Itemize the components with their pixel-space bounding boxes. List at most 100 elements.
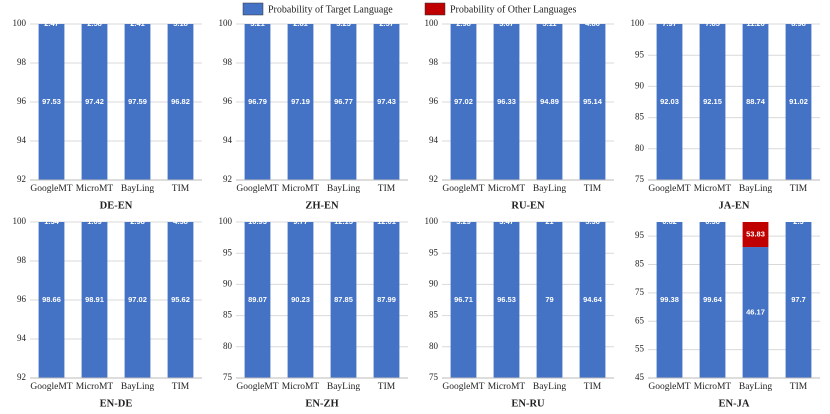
bar-segment <box>699 222 726 378</box>
legend-label: Probability of Target Language <box>268 4 393 15</box>
value-label: 90.23 <box>291 295 310 304</box>
chart-title: RU-EN <box>511 200 545 211</box>
value-label: 96.33 <box>497 97 516 106</box>
x-tick-label: GoogleMT <box>442 382 484 392</box>
y-tick-label: 98 <box>17 57 27 67</box>
bar-segment <box>373 24 400 180</box>
legend-label: Probability of Other Languages <box>450 4 576 15</box>
y-tick-label: 80 <box>223 341 233 351</box>
x-tick-label: BayLing <box>121 382 154 392</box>
value-label: 3.29 <box>456 217 471 226</box>
value-label: 2.47 <box>44 19 59 28</box>
value-label: 3.18 <box>173 19 188 28</box>
value-label: 96.79 <box>248 97 267 106</box>
x-tick-label: TIM <box>172 382 190 392</box>
y-tick-label: 95 <box>223 247 233 257</box>
value-label: 5.11 <box>542 19 556 28</box>
value-label: 97.19 <box>291 97 310 106</box>
x-tick-label: MicroMT <box>488 382 526 392</box>
value-label: 99.64 <box>703 295 723 304</box>
value-label: 2.98 <box>456 19 471 28</box>
chart-title: EN-ZH <box>305 398 338 409</box>
value-label: 2.58 <box>87 19 102 28</box>
y-tick-label: 94 <box>17 135 27 145</box>
bar-segment <box>493 24 520 180</box>
value-label: 97.43 <box>377 97 396 106</box>
bar-segment <box>330 24 357 180</box>
value-label: 97.02 <box>128 295 147 304</box>
y-tick-label: 45 <box>635 372 645 382</box>
bar-segment <box>785 24 812 180</box>
x-tick-label: MicroMT <box>282 184 320 194</box>
x-tick-label: GoogleMT <box>648 382 690 392</box>
bar-segment <box>656 24 683 180</box>
value-label: 10.93 <box>248 217 267 226</box>
legend-swatch <box>242 2 264 16</box>
x-tick-label: GoogleMT <box>30 382 72 392</box>
bar-segment <box>124 24 151 180</box>
y-tick-label: 90 <box>429 278 439 288</box>
x-tick-label: TIM <box>378 184 396 194</box>
y-tick-label: 96 <box>429 96 439 106</box>
value-label: 97.59 <box>128 97 147 106</box>
value-label: 91.02 <box>789 97 808 106</box>
bar-segment <box>244 24 271 180</box>
bar-segment <box>742 222 769 248</box>
value-label: 7.85 <box>705 19 720 28</box>
y-tick-label: 92 <box>429 174 438 184</box>
value-label: 97.02 <box>454 97 473 106</box>
bar-segment <box>38 222 65 378</box>
y-tick-label: 100 <box>219 216 233 226</box>
value-label: 2.3 <box>793 217 803 226</box>
value-label: 2.57 <box>379 19 394 28</box>
y-tick-label: 96 <box>223 96 233 106</box>
chart-title: EN-DE <box>100 398 133 409</box>
value-label: 92.03 <box>660 97 679 106</box>
value-label: 11.26 <box>746 19 764 28</box>
value-label: 5.36 <box>585 217 600 226</box>
value-label: 7.97 <box>662 19 677 28</box>
value-label: 3.47 <box>499 217 514 226</box>
value-label: 97.7 <box>791 295 806 304</box>
value-label: 98.66 <box>42 295 61 304</box>
x-tick-label: BayLing <box>327 382 360 392</box>
value-label: 4.86 <box>585 19 600 28</box>
bar-segment <box>536 24 563 180</box>
value-label: 46.17 <box>746 308 765 317</box>
value-label: 21 <box>545 217 553 226</box>
x-tick-label: GoogleMT <box>442 184 484 194</box>
value-label: 96.82 <box>171 97 190 106</box>
y-tick-label: 94 <box>223 135 233 145</box>
bar-segment <box>330 222 357 378</box>
y-tick-label: 100 <box>631 18 645 28</box>
value-label: 94.64 <box>583 295 603 304</box>
x-tick-label: TIM <box>790 382 808 392</box>
value-label: 98.91 <box>85 295 104 304</box>
x-tick-label: TIM <box>378 382 396 392</box>
bar-segment <box>287 24 314 180</box>
y-tick-label: 95 <box>429 247 439 257</box>
y-tick-label: 100 <box>425 216 439 226</box>
value-label: 97.42 <box>85 97 104 106</box>
x-tick-label: BayLing <box>739 184 772 194</box>
value-label: 97.53 <box>42 97 61 106</box>
y-tick-label: 90 <box>635 80 645 90</box>
x-tick-label: MicroMT <box>694 184 732 194</box>
y-tick-label: 100 <box>425 18 439 28</box>
x-tick-label: BayLing <box>327 184 360 194</box>
value-label: 79 <box>545 295 553 304</box>
value-label: 1.34 <box>44 217 59 226</box>
x-tick-label: TIM <box>584 382 602 392</box>
bar-segment <box>38 24 65 180</box>
bar-segment <box>81 24 108 180</box>
bar-segment <box>450 222 477 378</box>
y-tick-label: 100 <box>219 18 233 28</box>
bar-segment <box>742 24 769 180</box>
value-label: 96.77 <box>334 97 353 106</box>
y-tick-label: 85 <box>429 310 439 320</box>
value-label: 0.36 <box>705 217 720 226</box>
value-label: 3.67 <box>499 19 514 28</box>
value-label: 9.77 <box>293 217 308 226</box>
y-tick-label: 100 <box>13 216 27 226</box>
x-tick-label: TIM <box>790 184 808 194</box>
